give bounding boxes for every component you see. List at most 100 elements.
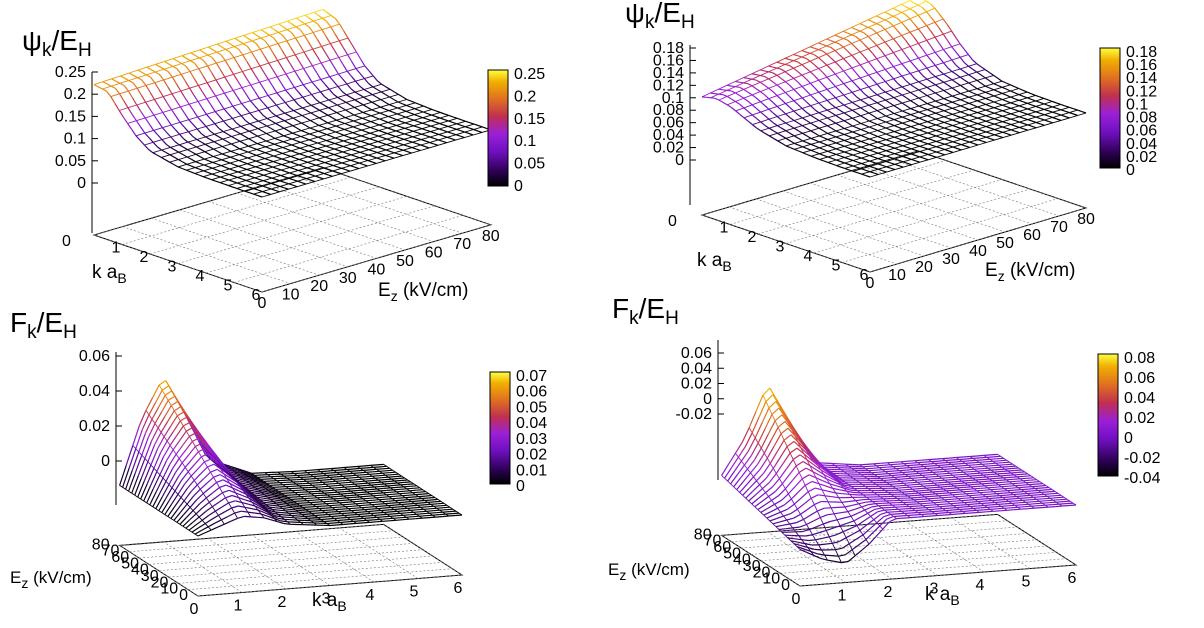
surface-segment — [188, 529, 193, 533]
surface-segment — [369, 493, 374, 497]
surface-segment — [346, 497, 350, 501]
z-tick-label: 0.12 — [653, 77, 684, 94]
surface-segment — [818, 64, 828, 69]
surface-segment — [918, 97, 924, 102]
surface-segment — [801, 107, 807, 113]
surface-segment — [997, 84, 1003, 88]
surface-segment — [976, 88, 982, 92]
surface-segment — [1010, 110, 1020, 115]
surface-segment — [257, 492, 265, 496]
floor-gridline — [197, 574, 463, 597]
surface-segment — [930, 59, 936, 66]
surface-segment — [284, 102, 290, 108]
surface-segment — [213, 474, 221, 478]
surface-segment — [856, 104, 861, 109]
surface-segment — [304, 20, 314, 25]
surface-segment — [894, 161, 904, 165]
surface-segment — [784, 71, 790, 76]
surface-segment — [275, 115, 281, 119]
surface-segment — [190, 165, 196, 169]
surface-segment — [351, 485, 358, 488]
surface-segment — [304, 469, 312, 472]
surface-segment — [139, 139, 145, 146]
surface-segment — [897, 43, 903, 50]
surface-segment — [868, 83, 878, 88]
surface-segment — [402, 495, 406, 498]
surface-segment — [219, 179, 229, 184]
surface-segment — [213, 463, 221, 470]
surface-segment — [241, 470, 245, 474]
surface-segment — [352, 501, 356, 505]
surface-segment — [345, 501, 353, 503]
surface-segment — [764, 75, 769, 80]
surface-segment — [156, 471, 161, 476]
surface-segment — [253, 494, 258, 498]
surface-segment — [343, 494, 351, 497]
surface-segment — [251, 37, 261, 42]
surface-segment — [860, 128, 866, 132]
surface-segment — [959, 54, 969, 58]
surface-segment — [244, 507, 249, 513]
surface-segment — [120, 72, 130, 77]
surface-segment — [1002, 102, 1011, 106]
surface-segment — [259, 499, 264, 503]
surface-segment — [379, 118, 385, 122]
surface-segment — [396, 490, 404, 493]
surface-segment — [743, 107, 749, 112]
surface-segment — [427, 501, 435, 503]
surface-segment — [379, 465, 387, 468]
surface-segment — [993, 95, 999, 99]
surface-segment — [371, 503, 379, 506]
surface-segment — [353, 467, 361, 470]
surface-segment — [438, 136, 448, 141]
surface-segment — [372, 86, 378, 90]
surface-segment — [872, 115, 878, 120]
surface-segment — [805, 78, 811, 84]
surface-segment — [198, 451, 202, 458]
y-tick-label: 60 — [1023, 227, 1041, 244]
surface-segment — [838, 43, 844, 48]
surface-segment — [393, 488, 401, 491]
surface-segment — [215, 506, 223, 512]
surface-segment — [861, 149, 870, 154]
surface-segment — [242, 68, 252, 72]
surface-segment — [269, 31, 279, 36]
surface-segment — [902, 158, 912, 163]
surface-segment — [368, 70, 374, 77]
surface-segment — [755, 97, 761, 103]
surface-segment — [282, 146, 288, 150]
surface-segment — [793, 107, 803, 112]
colorbar-tick-label: 0.1 — [514, 133, 536, 150]
surface-segment — [918, 109, 928, 113]
surface-segment — [853, 168, 862, 172]
surface-segment — [179, 106, 186, 114]
surface-segment — [985, 107, 995, 111]
surface-segment — [852, 146, 862, 150]
surface-segment — [939, 125, 945, 129]
surface-segment — [125, 470, 133, 490]
surface-segment — [222, 138, 228, 143]
surface-segment — [353, 515, 361, 518]
surface-segment — [834, 41, 840, 45]
surface-segment — [223, 469, 228, 474]
surface-segment — [319, 480, 323, 483]
surface-segment — [269, 23, 279, 28]
surface-segment — [310, 469, 318, 471]
surface-segment — [238, 468, 242, 472]
surface-segment — [288, 180, 298, 185]
surface-segment — [776, 116, 782, 121]
surface-segment — [238, 159, 244, 163]
surface-segment — [860, 104, 870, 109]
surface-segment — [295, 26, 301, 31]
surface-segment — [447, 134, 457, 138]
surface-segment — [342, 47, 349, 56]
surface-segment — [826, 88, 832, 94]
surface-segment — [901, 83, 911, 88]
surface-segment — [174, 141, 180, 146]
surface-segment — [431, 117, 441, 122]
surface-segment — [801, 82, 811, 87]
surface-segment — [284, 112, 290, 117]
surface-segment — [872, 79, 878, 85]
surface-segment — [345, 506, 349, 510]
surface-segment — [835, 70, 844, 75]
